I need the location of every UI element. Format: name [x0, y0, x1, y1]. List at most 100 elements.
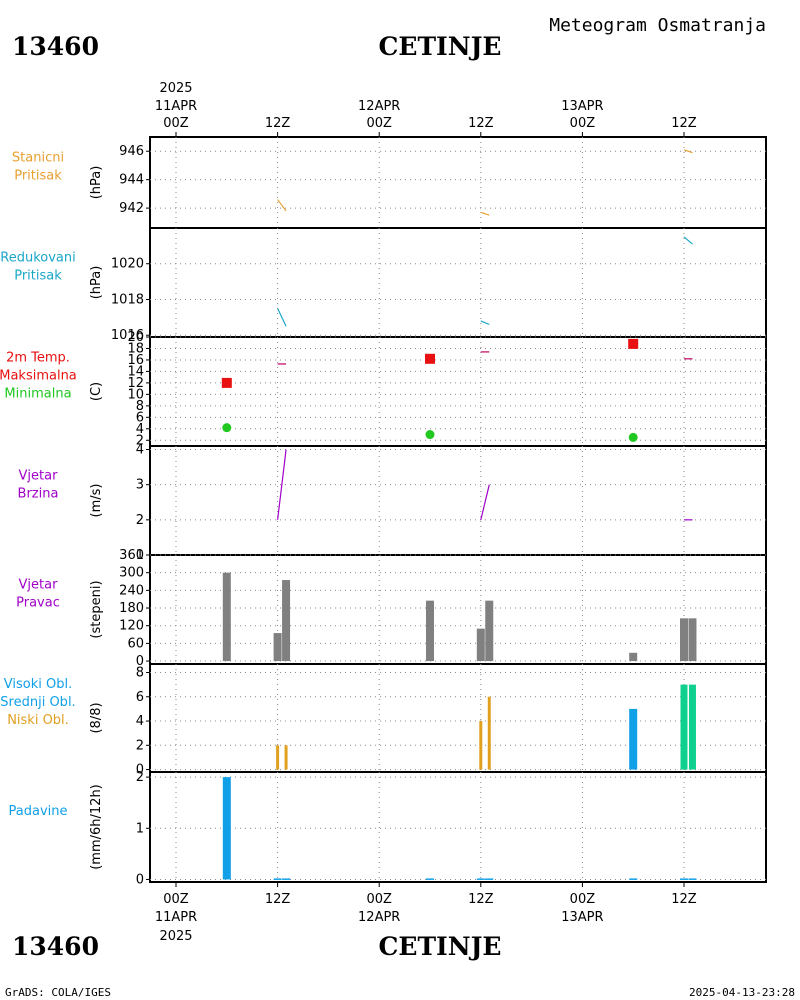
x-tick-label-bottom: 12Z — [468, 892, 494, 907]
wind-direction-bar — [629, 652, 638, 662]
y-tick-label: 0 — [136, 763, 144, 778]
y-tick-label: 946 — [119, 144, 144, 159]
y-axis-label: (8/8) — [89, 702, 104, 733]
panel-frame — [149, 554, 767, 665]
y-tick-label: 300 — [119, 566, 144, 581]
y-tick-label: 1016 — [111, 328, 144, 343]
x-tick-label-bottom: 00Z — [570, 892, 596, 907]
wind-direction-bar — [273, 633, 282, 662]
precipitation-bar — [476, 878, 485, 880]
plot-layer: 942944946(hPa)StanicniPritisak1016101810… — [0, 99, 767, 925]
cloud-low-bar — [276, 745, 280, 770]
series-line-segment — [480, 484, 490, 520]
precipitation-bar — [282, 878, 291, 880]
precipitation-bar — [222, 777, 231, 880]
y-tick-label: 0 — [136, 654, 144, 669]
y-tick-label: 4 — [136, 714, 144, 729]
x-tick-label-bottom: 12Z — [265, 892, 291, 907]
wind-direction-bar — [688, 618, 697, 662]
y-tick-label: 180 — [119, 601, 144, 616]
panel-label: Visoki Obl. — [4, 677, 72, 692]
wind-direction-bar — [282, 580, 291, 662]
x-date-label-top: 11APR — [155, 99, 197, 114]
y-tick-label: 8 — [136, 665, 144, 680]
cloud-mid-bar — [680, 684, 688, 770]
panel-label: Srednji Obl. — [0, 695, 75, 710]
y-tick-label: 1 — [136, 548, 144, 563]
x-tick-label-top: 12Z — [671, 116, 697, 131]
y-tick-label: 4 — [136, 443, 144, 458]
panel-label: Maksimalna — [0, 369, 77, 384]
y-tick-label: 2 — [136, 513, 144, 528]
y-tick-label: 6 — [136, 690, 144, 705]
y-tick-label: 4 — [136, 422, 144, 437]
tmin-point — [425, 430, 435, 440]
wind-direction-bar — [222, 572, 231, 662]
panel-label: Redukovani — [0, 251, 75, 266]
y-axis-label: (C) — [89, 382, 104, 401]
station-id-top: 13460 — [12, 32, 99, 61]
x-date-label-bottom: 13APR — [561, 910, 603, 925]
wind-direction-bar — [485, 600, 494, 662]
precipitation-bar — [680, 878, 688, 880]
y-tick-label: 120 — [119, 619, 144, 634]
series-line-segment — [277, 449, 287, 520]
precipitation-bar — [426, 878, 434, 880]
station-id-bottom: 13460 — [12, 932, 99, 961]
credit-text: GrADS: COLA/IGES — [5, 986, 111, 999]
y-tick-label: 2 — [136, 738, 144, 753]
series-line-segment — [277, 308, 287, 327]
y-tick-label: 6 — [136, 410, 144, 425]
panel-label: Brzina — [18, 487, 59, 502]
y-tick-label: 14 — [127, 364, 144, 379]
station-name-bottom: CETINJE — [379, 932, 502, 961]
y-tick-label: 1018 — [111, 292, 144, 307]
year-label-top: 2025 — [159, 81, 192, 96]
precipitation-bar — [688, 878, 697, 880]
y-tick-label: 20 — [127, 330, 144, 345]
series-line-segment — [277, 199, 287, 212]
panel-frame — [149, 663, 767, 773]
cloud-mid-bar — [688, 684, 696, 770]
x-tick-label-top: 12Z — [468, 116, 494, 131]
y-axis-label: (hPa) — [89, 266, 104, 300]
x-tick-label-top: 00Z — [366, 116, 392, 131]
wind-direction-bar — [476, 628, 485, 662]
panel-frame — [149, 445, 767, 556]
y-tick-label: 942 — [119, 201, 144, 216]
timestamp-text: 2025-04-13-23:28 — [689, 986, 795, 999]
panel-label: Pritisak — [14, 269, 62, 284]
x-tick-label-bottom: 00Z — [163, 892, 189, 907]
y-tick-label: 944 — [119, 173, 144, 188]
precipitation-bar — [485, 878, 494, 880]
panel-label: Minimalna — [4, 387, 71, 402]
tmin-point — [222, 423, 232, 433]
tmax-point — [221, 377, 232, 388]
panel-frame — [149, 136, 767, 229]
y-tick-label: 1 — [136, 821, 144, 836]
y-tick-label: 10 — [127, 387, 144, 402]
cloud-high-bar — [629, 708, 638, 770]
panel-label: Niski Obl. — [7, 713, 69, 728]
y-tick-label: 3 — [136, 478, 144, 493]
y-tick-label: 2 — [136, 770, 144, 785]
panel-label: Pravac — [16, 596, 60, 611]
cloud-low-bar — [487, 696, 491, 770]
series-line-segment — [480, 211, 490, 216]
y-tick-label: 16 — [127, 353, 144, 368]
y-tick-label: 2 — [136, 433, 144, 448]
panel-frame — [149, 227, 767, 338]
y-tick-label: 8 — [136, 399, 144, 414]
y-tick-label: 0 — [136, 872, 144, 887]
station-name-top: CETINJE — [379, 32, 502, 61]
precipitation-bar — [629, 878, 638, 880]
cloud-low-bar — [479, 721, 483, 770]
wind-direction-bar — [426, 600, 434, 662]
x-tick-label-top: 00Z — [570, 116, 596, 131]
y-tick-label: 12 — [127, 376, 144, 391]
panel-frame — [149, 771, 767, 883]
tmax-point — [628, 338, 639, 349]
y-tick-label: 1020 — [111, 257, 144, 272]
panel-label: Vjetar — [19, 578, 59, 593]
